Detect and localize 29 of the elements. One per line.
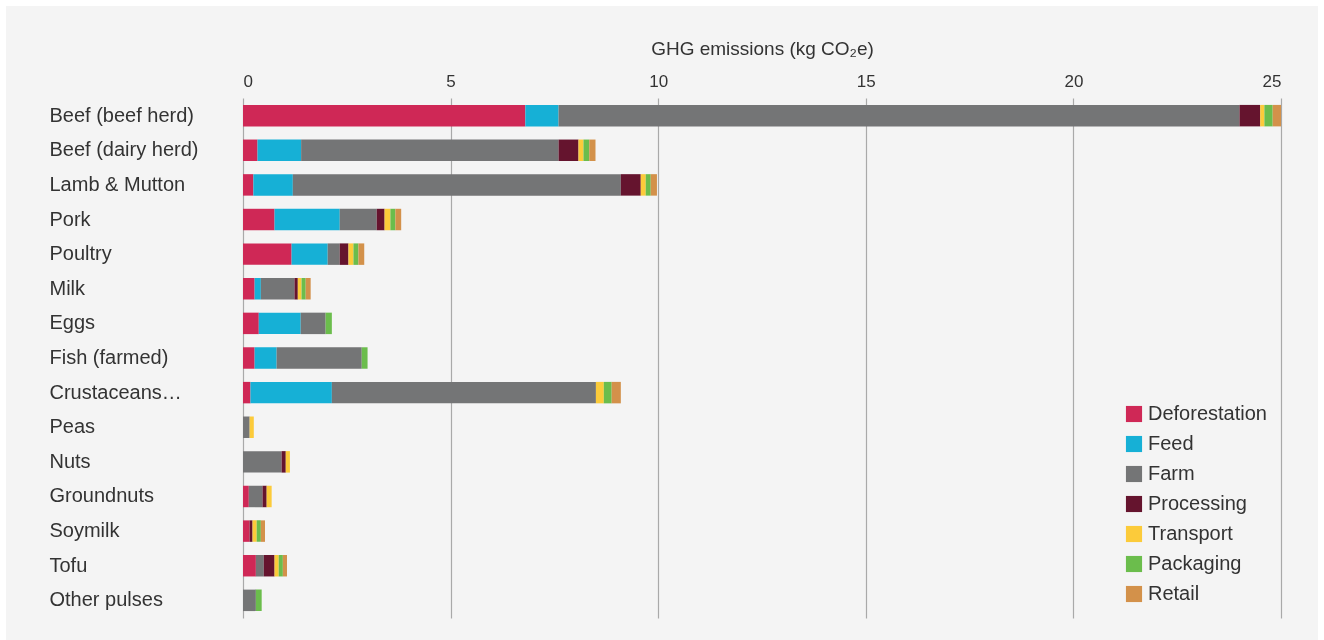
y-tick-label: Nuts [49, 449, 91, 472]
x-tick-label: 15 [856, 71, 876, 91]
x-tick-label: 10 [649, 71, 669, 91]
y-tick-label: Pork [49, 207, 92, 230]
y-tick-label: Tofu [49, 553, 88, 576]
y-tick-label: Groundnuts [49, 484, 155, 507]
y-tick-label: Beef (beef herd) [49, 103, 195, 126]
x-axis-title: GHG emissions (kg CO₂e) [651, 37, 874, 59]
y-tick-label: Lamb & Mutton [49, 172, 186, 195]
x-tick-label: 5 [446, 71, 456, 91]
legend-label: Deforestation [1148, 402, 1267, 424]
x-tick-label: 25 [1262, 71, 1282, 91]
y-tick-label: Milk [49, 276, 87, 299]
legend-label: Packaging [1148, 552, 1242, 574]
x-tick-label: 20 [1064, 71, 1084, 91]
legend-label: Feed [1148, 432, 1194, 454]
y-tick-label: Peas [49, 415, 96, 438]
y-tick-label: Fish (farmed) [49, 346, 169, 368]
legend-label: Transport [1148, 522, 1234, 544]
y-tick-label: Poultry [49, 242, 112, 265]
legend-label: Retail [1148, 582, 1200, 604]
legend-label: Farm [1148, 462, 1195, 484]
x-tick-label: 0 [243, 71, 253, 91]
y-tick-label: Soymilk [49, 519, 121, 542]
y-tick-label: Eggs [49, 311, 96, 334]
y-tick-label: Crustaceans… [49, 380, 182, 403]
y-tick-label: Other pulses [49, 588, 163, 611]
y-tick-label: Beef (dairy herd) [49, 138, 199, 161]
legend-label: Processing [1148, 492, 1247, 514]
